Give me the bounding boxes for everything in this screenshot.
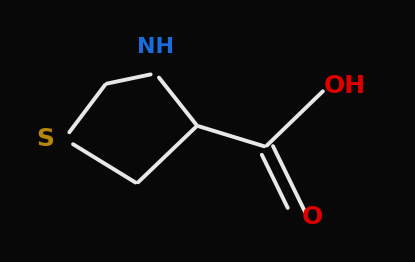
Text: O: O [301, 205, 323, 230]
Text: S: S [37, 127, 55, 151]
Text: OH: OH [323, 74, 366, 99]
Text: NH: NH [137, 37, 174, 57]
